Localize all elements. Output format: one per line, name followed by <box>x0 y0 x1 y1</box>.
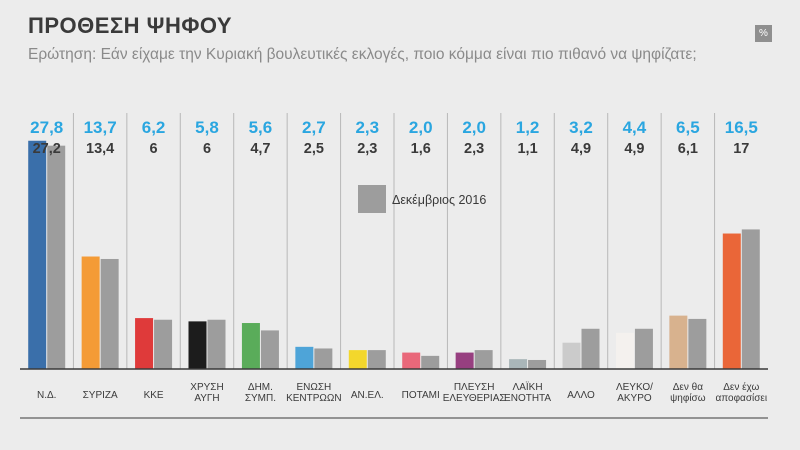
value-label-previous: 2,3 <box>464 141 484 157</box>
bar-current <box>241 323 260 369</box>
bar-previous <box>100 258 119 369</box>
value-label-previous: 1,6 <box>411 141 431 157</box>
category-label: ΕΝΩΣΗ <box>296 382 331 393</box>
category-label: ΔΗΜ. <box>248 382 273 393</box>
value-label-current: 2,7 <box>302 118 326 137</box>
bar-current <box>455 352 474 369</box>
value-label-current: 3,2 <box>569 118 593 137</box>
bar-current <box>562 342 581 369</box>
category-label: Δεν έχω <box>723 381 759 393</box>
bar-current <box>81 256 100 369</box>
page-title: ΠΡΟΘΕΣΗ ΨΗΦΟΥ <box>28 13 233 38</box>
value-label-current: 16,5 <box>725 118 758 137</box>
value-label-current: 1,2 <box>516 118 540 137</box>
value-label-previous: 6,1 <box>678 141 698 157</box>
bar-current <box>509 359 528 369</box>
bar-current <box>135 318 154 369</box>
category-label: ΧΡΥΣΗ <box>190 382 223 393</box>
bar-current <box>348 350 367 369</box>
category-label: ΑΝ.ΕΛ. <box>351 390 384 401</box>
category-label: ΑΥΓΗ <box>194 393 219 404</box>
value-label-previous: 2,5 <box>304 141 324 157</box>
legend-swatch <box>358 185 386 213</box>
bar-previous <box>154 319 173 369</box>
category-label: ΛΑΪΚΗ <box>513 381 543 393</box>
bar-current <box>188 321 207 369</box>
bar-previous <box>47 145 66 369</box>
value-label-previous: 4,7 <box>250 141 270 157</box>
value-label-previous: 4,9 <box>571 141 591 157</box>
legend-label: Δεκέμβριος 2016 <box>392 193 486 207</box>
category-label: ΣΥΡΙΖΑ <box>83 390 118 401</box>
category-label: ΑΚΥΡΟ <box>617 393 652 404</box>
bar-current <box>669 315 688 369</box>
value-label-previous: 6 <box>203 141 211 157</box>
value-label-current: 2,3 <box>355 118 379 137</box>
bar-current <box>295 346 314 369</box>
value-label-current: 2,0 <box>462 118 486 137</box>
value-label-current: 27,8 <box>30 118 63 137</box>
value-label-current: 13,7 <box>84 118 117 137</box>
value-label-previous: 2,3 <box>357 141 377 157</box>
category-label: ΛΕΥΚΟ/ <box>616 382 653 393</box>
category-label: ΕΛΕΥΘΕΡΙΑΣ <box>443 393 506 404</box>
value-label-previous: 1,1 <box>517 141 537 157</box>
value-label-current: 2,0 <box>409 118 433 137</box>
category-label: ΣΥΜΠ. <box>245 393 276 404</box>
bar-previous <box>314 348 333 369</box>
category-label: ΕΝΟΤΗΤΑ <box>504 393 551 404</box>
value-label-previous: 13,4 <box>86 141 114 157</box>
bar-previous <box>207 319 226 369</box>
bar-current <box>28 140 47 369</box>
value-label-previous: 6 <box>150 141 158 157</box>
bar-previous <box>528 359 547 369</box>
bar-previous <box>741 229 760 369</box>
bar-previous <box>421 355 440 369</box>
bar-previous <box>581 328 600 369</box>
category-label: Ν.Δ. <box>37 390 56 401</box>
category-label: ψηφίσω <box>670 392 706 404</box>
value-label-previous: 4,9 <box>624 141 644 157</box>
value-label-previous: 17 <box>733 141 749 157</box>
value-label-current: 6,2 <box>142 118 166 137</box>
bar-current <box>615 332 634 369</box>
bar-previous <box>634 328 653 369</box>
category-label: αποφασίσει <box>715 392 767 404</box>
unit-badge: % <box>755 25 772 42</box>
category-label: ΚΕΝΤΡΩΩΝ <box>286 393 342 404</box>
value-label-current: 6,5 <box>676 118 700 137</box>
bar-current <box>722 233 741 369</box>
category-label: ΠΟΤΑΜΙ <box>402 390 440 401</box>
bar-previous <box>367 350 386 369</box>
category-label: ΑΛΛΟ <box>567 390 595 401</box>
bar-previous <box>474 350 493 369</box>
bar-previous <box>688 318 707 369</box>
category-label: ΚΚΕ <box>144 390 164 401</box>
value-label-current: 5,8 <box>195 118 219 137</box>
question-text: Ερώτηση: Εάν είχαμε την Κυριακή βουλευτι… <box>28 46 697 63</box>
value-label-previous: 27,2 <box>33 141 61 157</box>
value-label-current: 5,6 <box>249 118 273 137</box>
value-label-current: 4,4 <box>623 118 647 137</box>
bar-current <box>402 352 421 369</box>
category-label: ΠΛΕΥΣΗ <box>454 382 495 393</box>
category-label: Δεν θα <box>673 382 703 393</box>
bar-previous <box>260 330 279 369</box>
